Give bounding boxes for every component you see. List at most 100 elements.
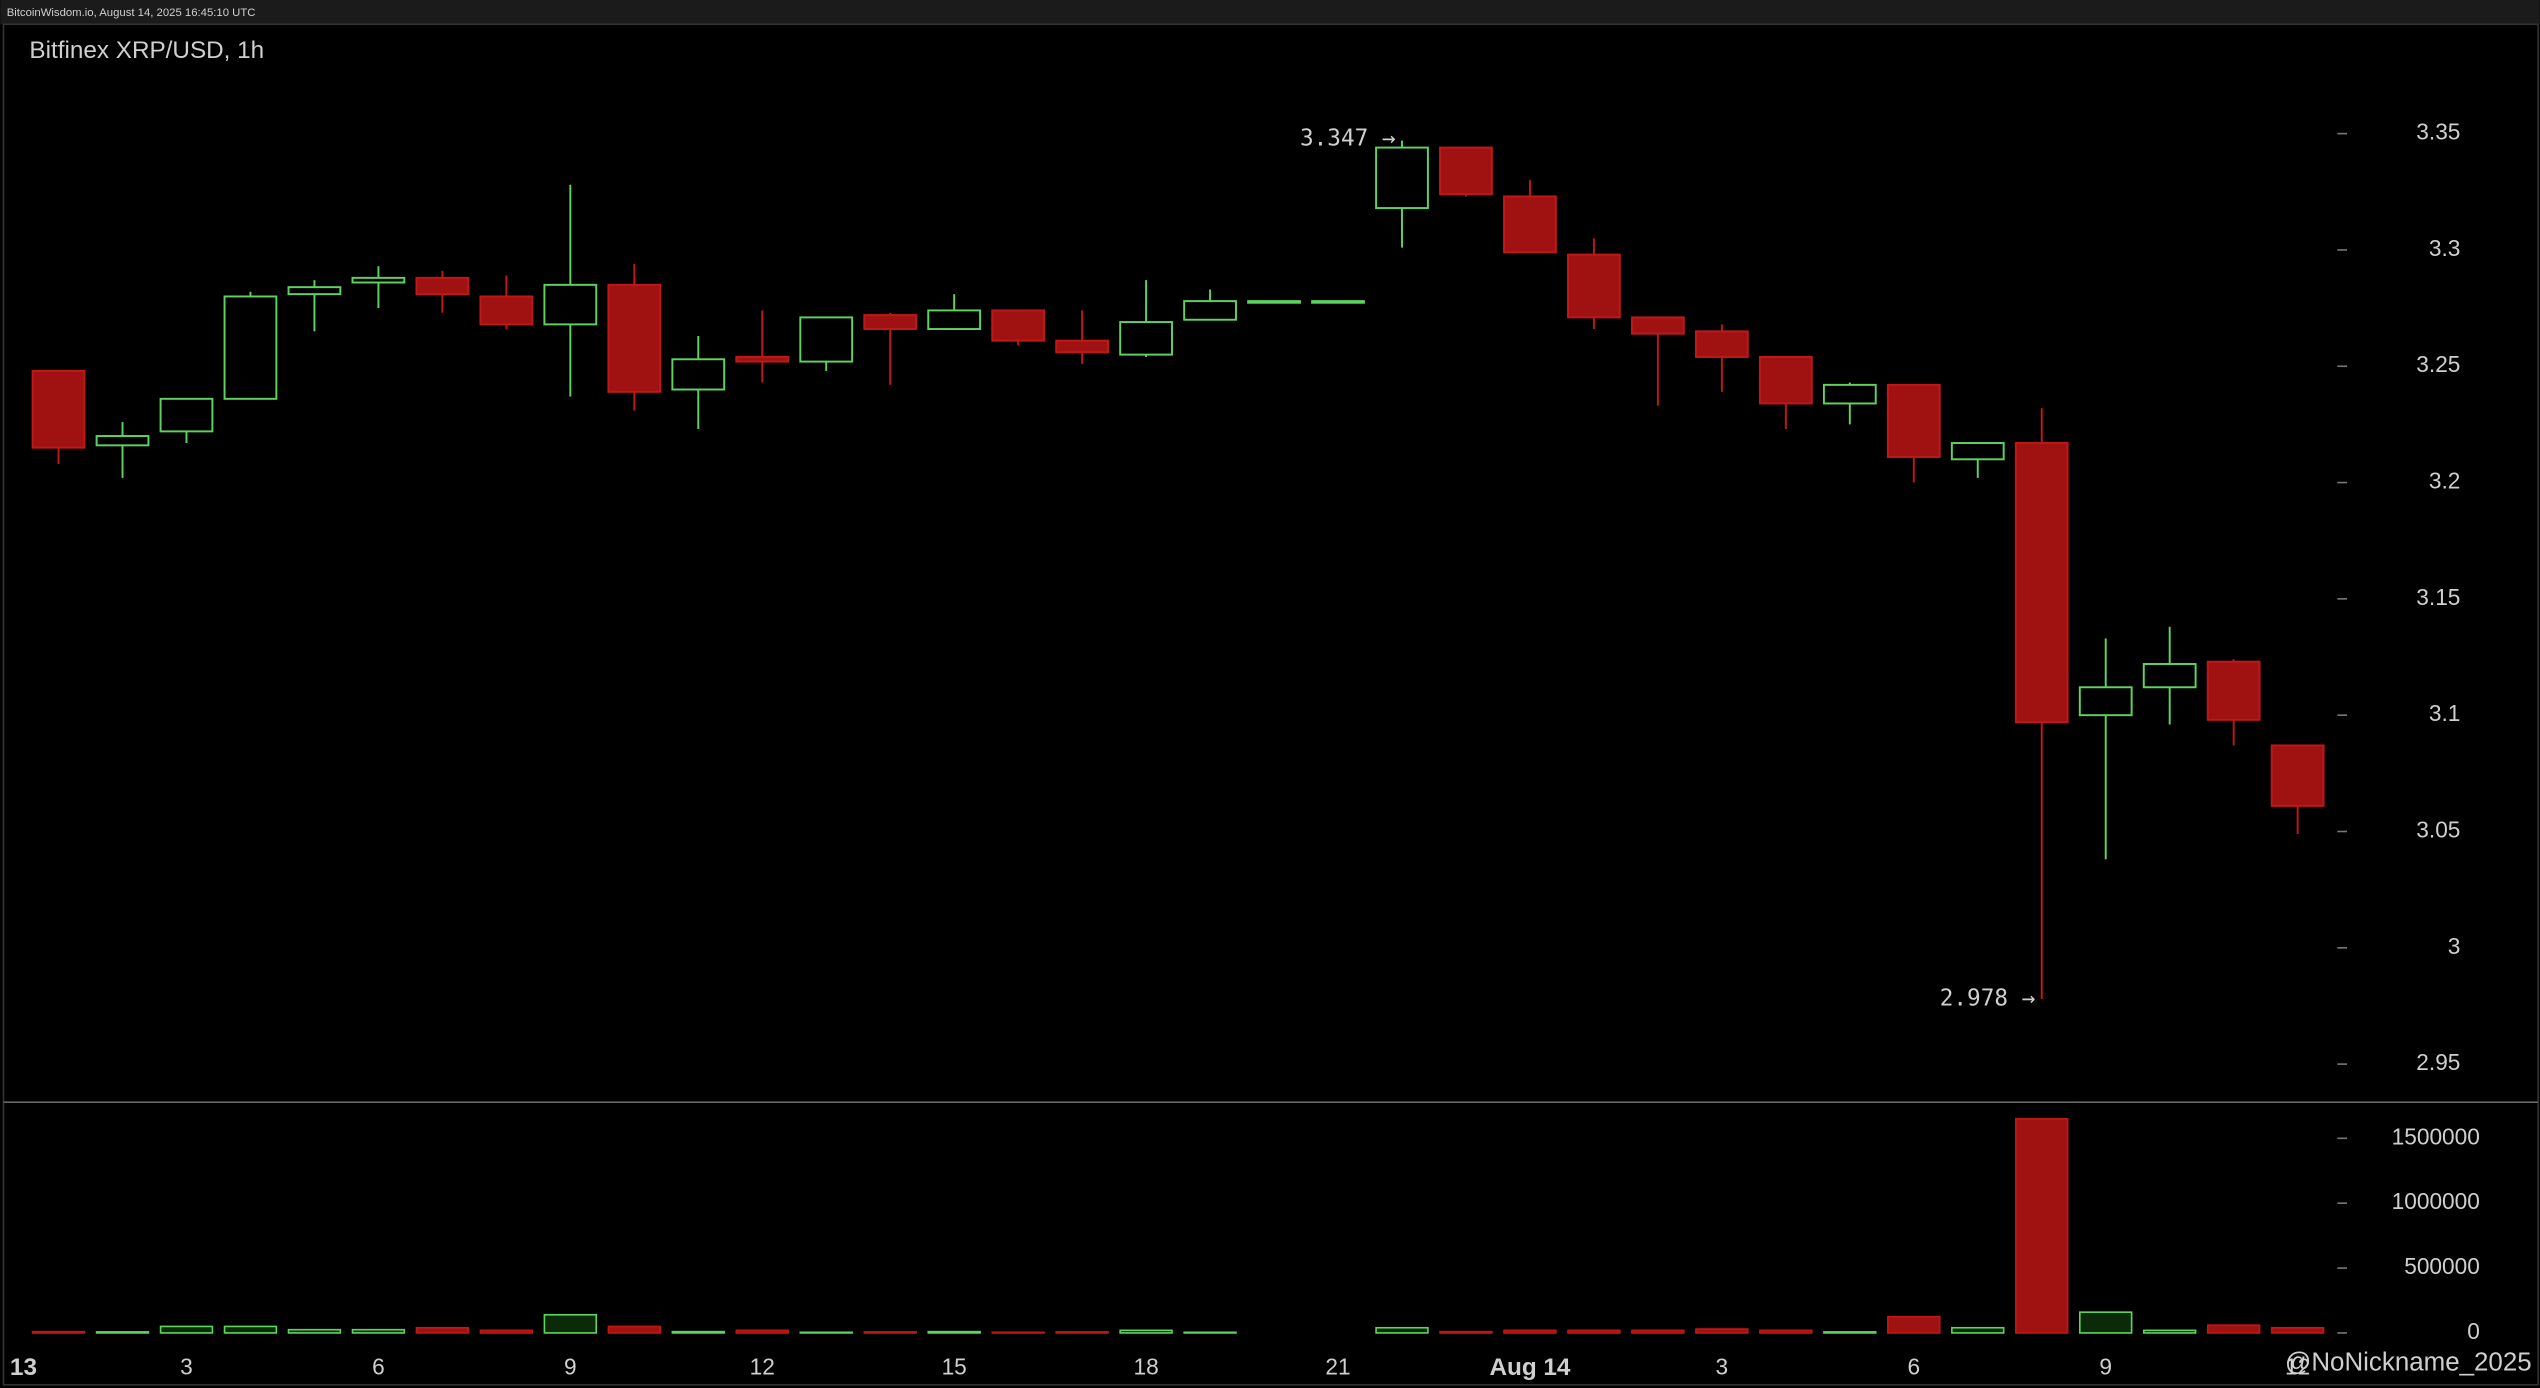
volume-bar xyxy=(479,1329,534,1334)
volume-bar xyxy=(1503,1329,1557,1334)
candle-body xyxy=(1375,146,1429,210)
volume-bar xyxy=(159,1325,214,1334)
volume-bar xyxy=(991,1331,1045,1334)
y2-tick-label: 1500000 xyxy=(2392,1123,2480,1149)
candle-body xyxy=(1311,300,1365,304)
y-tick-label: 3.05 xyxy=(2416,816,2460,842)
volume-bar xyxy=(1823,1331,1877,1334)
x-tick-label: 9 xyxy=(2099,1354,2112,1380)
volume-bar xyxy=(607,1325,662,1334)
volume-bar xyxy=(1951,1326,2005,1334)
y-tick-label: 3.1 xyxy=(2429,700,2461,726)
candle-body xyxy=(991,309,1046,342)
y2-tick-label: 500000 xyxy=(2404,1253,2480,1279)
y-tick-label: 3.25 xyxy=(2416,351,2460,377)
candle-body xyxy=(1055,339,1110,354)
x-tick-label: 3 xyxy=(1716,1354,1729,1380)
candle-body xyxy=(2078,686,2133,717)
volume-bar xyxy=(1055,1331,1109,1334)
volume-bar xyxy=(735,1329,789,1334)
header-bar xyxy=(0,0,2540,25)
candle-body xyxy=(1886,383,1941,458)
x-tick-label: 12 xyxy=(750,1354,775,1380)
candle-body xyxy=(1950,442,2005,461)
volume-bar xyxy=(223,1325,278,1334)
volume-bar xyxy=(543,1313,598,1334)
candle-body xyxy=(351,276,406,284)
watermark: @NoNickname_2025 xyxy=(2285,1349,2532,1377)
candle-body xyxy=(2206,660,2261,721)
volume-bar xyxy=(2015,1118,2069,1334)
candle-body xyxy=(1119,321,1173,356)
candle-body xyxy=(479,295,534,326)
volume-bar xyxy=(863,1331,917,1334)
candle-body xyxy=(1183,300,1237,321)
x-tick-label: 18 xyxy=(1133,1354,1158,1380)
y-tick-label: 2.95 xyxy=(2416,1049,2460,1075)
volume-bar xyxy=(1119,1329,1173,1334)
candle-body xyxy=(927,309,982,330)
y-tick-label: 3.35 xyxy=(2416,119,2460,145)
x-tick-label: 12 xyxy=(2285,1354,2310,1380)
panel-border xyxy=(2,23,2539,1386)
header-text: BitcoinWisdom.io, August 14, 2025 16:45:… xyxy=(7,7,256,19)
candle-body xyxy=(735,355,790,363)
volume-bar xyxy=(2142,1329,2197,1334)
x-tick-label: 9 xyxy=(564,1354,577,1380)
candle-body xyxy=(799,316,854,363)
candle-body xyxy=(1631,316,1685,335)
volume-bar xyxy=(1759,1329,1813,1334)
candle-body xyxy=(863,314,918,330)
y-tick-label: 3 xyxy=(2448,933,2461,959)
volume-bar xyxy=(31,1330,86,1334)
volume-bar xyxy=(287,1328,342,1334)
volume-bar xyxy=(1567,1329,1621,1334)
volume-bar xyxy=(799,1331,853,1334)
y2-tick-label: 0 xyxy=(2467,1318,2480,1344)
candle-body xyxy=(2142,663,2197,689)
candle-body xyxy=(287,286,342,296)
candle-body xyxy=(31,369,86,449)
x-tick-label: 6 xyxy=(372,1354,385,1380)
annotation: 3.347 → xyxy=(1300,125,1395,151)
volume-bar xyxy=(1183,1331,1237,1334)
volume-bar xyxy=(2270,1326,2325,1334)
candle-body xyxy=(415,276,470,296)
volume-bar xyxy=(2078,1311,2133,1334)
candle-body xyxy=(1758,355,1813,405)
candle-body xyxy=(95,435,150,447)
candle-body xyxy=(1247,300,1301,304)
candle-body xyxy=(2270,744,2325,807)
volume-bar xyxy=(351,1328,406,1334)
volume-bar xyxy=(1439,1330,1493,1334)
x-tick-label: Aug 14 xyxy=(1489,1354,1570,1381)
volume-bar xyxy=(927,1330,981,1334)
x-tick-label: 6 xyxy=(1907,1354,1920,1380)
candle-body xyxy=(1503,195,1557,254)
volume-bar xyxy=(1375,1326,1429,1334)
volume-bar xyxy=(671,1330,726,1334)
volume-bar xyxy=(2206,1324,2261,1334)
annotation: 2.978 → xyxy=(1940,985,2035,1011)
volume-bar xyxy=(415,1326,470,1334)
chart-title: Bitfinex XRP/USD, 1h xyxy=(29,37,264,64)
candle-body xyxy=(223,295,278,400)
candle-body xyxy=(1439,146,1493,196)
candle-body xyxy=(1694,330,1749,358)
volume-bar xyxy=(1887,1315,1941,1334)
y2-tick-label: 1000000 xyxy=(2392,1188,2480,1214)
x-tick-label: 13 xyxy=(10,1354,37,1381)
candle-body xyxy=(607,283,662,393)
x-tick-label: 21 xyxy=(1325,1354,1350,1380)
volume-bar xyxy=(1631,1329,1685,1334)
x-tick-label: 3 xyxy=(180,1354,193,1380)
candle-body xyxy=(671,358,726,391)
candle-body xyxy=(159,397,214,433)
y-tick-label: 3.15 xyxy=(2416,584,2460,610)
y-tick-label: 3.2 xyxy=(2429,468,2461,494)
candle-body xyxy=(543,283,598,326)
volume-bar xyxy=(95,1331,150,1334)
